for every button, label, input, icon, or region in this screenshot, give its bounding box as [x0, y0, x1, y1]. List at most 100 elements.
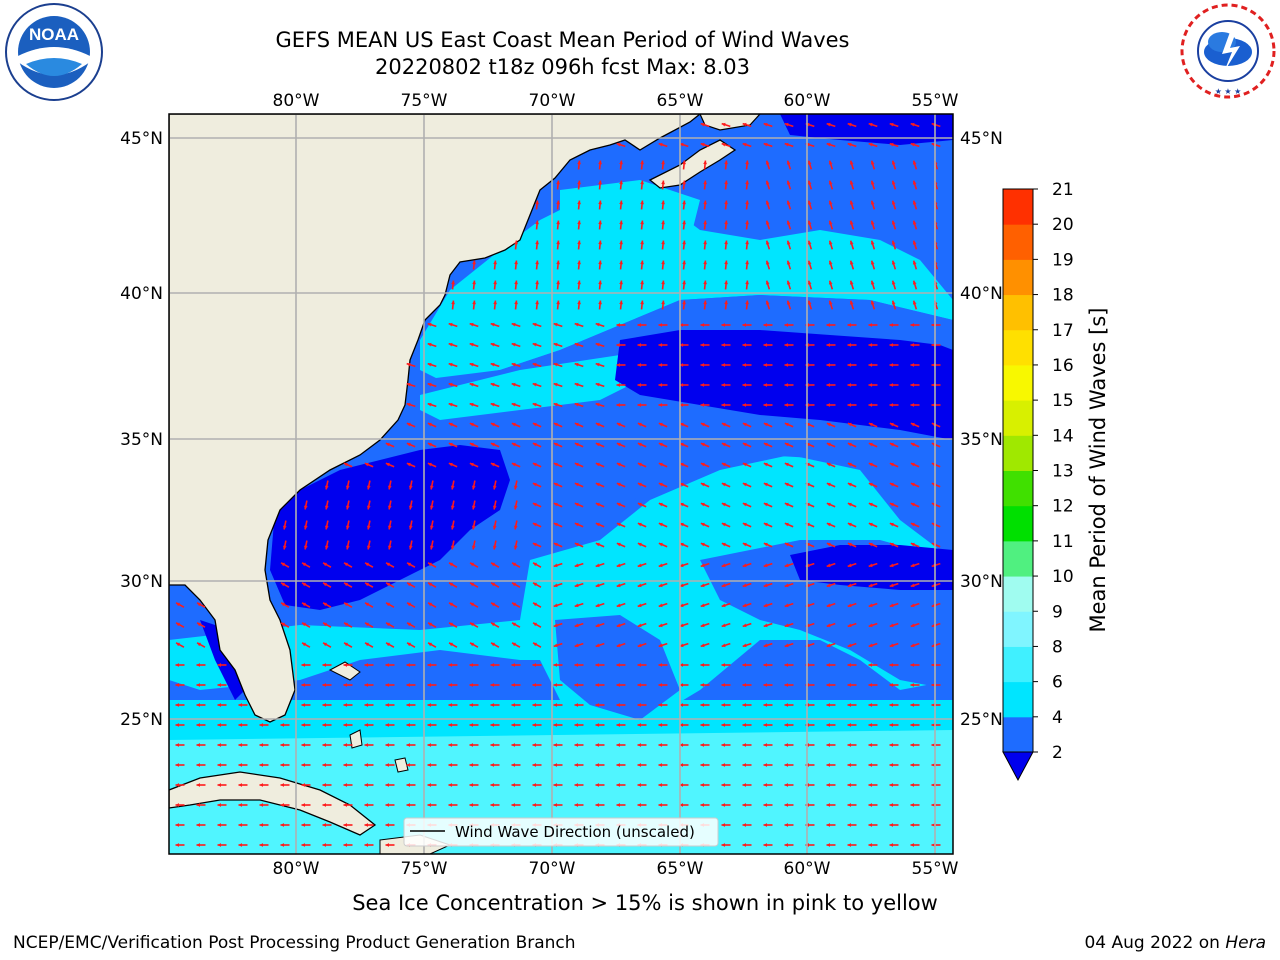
wind-arrow-head	[532, 743, 537, 747]
wind-arrow-head	[427, 683, 432, 687]
wind-arrow-head	[763, 743, 768, 747]
wind-arrow-head	[553, 542, 558, 547]
wind-arrow-head	[595, 783, 600, 787]
wind-arrow-head	[175, 743, 180, 747]
wind-arrow-head	[679, 442, 684, 447]
wind-arrow-head	[553, 342, 558, 347]
wind-arrow-head	[912, 200, 917, 205]
colorbar	[1002, 188, 1034, 782]
wind-arrow-head	[931, 763, 936, 767]
wind-arrow-head	[511, 703, 516, 707]
wind-arrow-head	[491, 582, 496, 587]
wind-arrow-head	[700, 442, 705, 447]
wind-arrow-head	[763, 482, 768, 487]
wind-arrow-head	[637, 482, 642, 487]
wind-arrow-head	[679, 783, 684, 787]
wind-arrow-head	[931, 783, 936, 787]
wind-arrow-head	[868, 703, 873, 707]
wind-arrow-head	[931, 843, 936, 847]
wind-arrow-head	[700, 502, 705, 507]
wind-arrow-head	[469, 442, 474, 447]
wind-arrow-head	[786, 240, 791, 245]
wind-arrow-head	[343, 823, 348, 827]
wind-arrow-head	[364, 663, 369, 667]
wind-arrow-head	[703, 260, 708, 265]
wind-arrow-head	[387, 505, 392, 510]
wind-arrow-head	[448, 442, 453, 447]
wind-arrow-head	[490, 783, 495, 787]
wind-arrow-head	[658, 803, 663, 807]
wind-arrow-head	[532, 763, 537, 767]
wind-arrow-head	[532, 663, 537, 667]
wind-arrow-head	[574, 362, 579, 367]
wind-arrow-head	[784, 122, 789, 127]
wind-arrow-head	[826, 403, 831, 407]
wind-arrow-head	[532, 502, 537, 507]
wind-arrow-head	[889, 843, 894, 847]
wind-arrow-head	[931, 823, 936, 827]
lon-tick: 80°W	[273, 91, 320, 111]
wind-arrow-head	[763, 323, 768, 327]
wind-arrow-head	[910, 482, 915, 487]
wind-arrow-head	[700, 122, 705, 127]
wind-arrow-head	[574, 522, 579, 527]
wind-arrow-head	[889, 803, 894, 807]
wind-arrow-head	[826, 603, 831, 608]
wind-arrow-head	[282, 545, 287, 550]
lon-tick: 75°W	[401, 91, 448, 111]
wind-arrow-head	[553, 563, 558, 568]
wind-arrow-head	[721, 663, 726, 667]
wind-arrow-head	[742, 323, 747, 327]
wind-arrow-head	[553, 402, 558, 407]
wind-arrow-head	[910, 663, 915, 667]
wind-arrow-head	[343, 683, 348, 687]
wind-arrow-head	[742, 783, 747, 787]
wind-arrow-head	[385, 803, 390, 807]
wind-arrow-head	[196, 663, 201, 667]
colorbar-segment	[1003, 611, 1033, 647]
wind-arrow-head	[344, 642, 349, 647]
wind-arrow-head	[259, 743, 264, 747]
wind-arrow-head	[280, 763, 285, 767]
wind-arrow-head	[868, 563, 873, 568]
wind-arrow-head	[826, 343, 831, 347]
wind-arrow-head	[931, 723, 936, 727]
wind-arrow-head	[847, 323, 852, 327]
wind-arrow-head	[910, 442, 915, 447]
wind-arrow-head	[303, 525, 308, 530]
wind-arrow-head	[322, 663, 327, 667]
wind-arrow-head	[577, 240, 582, 245]
wind-arrow-head	[910, 583, 915, 588]
wind-arrow-head	[784, 142, 789, 147]
wind-arrow-head	[724, 260, 729, 265]
wind-arrow-head	[910, 323, 915, 327]
wind-arrow-head	[491, 602, 496, 607]
wind-arrow-head	[828, 280, 833, 285]
wind-arrow-head	[658, 502, 663, 507]
wind-arrow-head	[196, 703, 201, 707]
wind-arrow-head	[301, 783, 306, 787]
wind-arrow-head	[784, 583, 789, 588]
wind-arrow-head	[826, 542, 831, 547]
wind-arrow-head	[553, 522, 558, 527]
wind-arrow-head	[931, 403, 936, 407]
wind-arrow-head	[889, 823, 894, 827]
wind-arrow-head	[870, 180, 875, 185]
wind-arrow-head	[786, 300, 791, 305]
wind-arrow-head	[765, 300, 770, 305]
wind-arrow-head	[868, 343, 873, 347]
wind-arrow-head	[847, 482, 852, 487]
wind-arrow-head	[745, 280, 750, 285]
wind-arrow-head	[323, 602, 328, 607]
wind-arrow-head	[742, 643, 747, 648]
wind-arrow-head	[931, 743, 936, 747]
wind-arrow-head	[912, 260, 917, 265]
wind-arrow-head	[700, 323, 705, 327]
wind-arrow-head	[616, 363, 621, 367]
wind-arrow-head	[492, 525, 497, 530]
wind-arrow-head	[556, 220, 561, 225]
wind-arrow-head	[574, 723, 579, 727]
wind-arrow-head	[658, 462, 663, 467]
wind-arrow-head	[343, 803, 348, 807]
